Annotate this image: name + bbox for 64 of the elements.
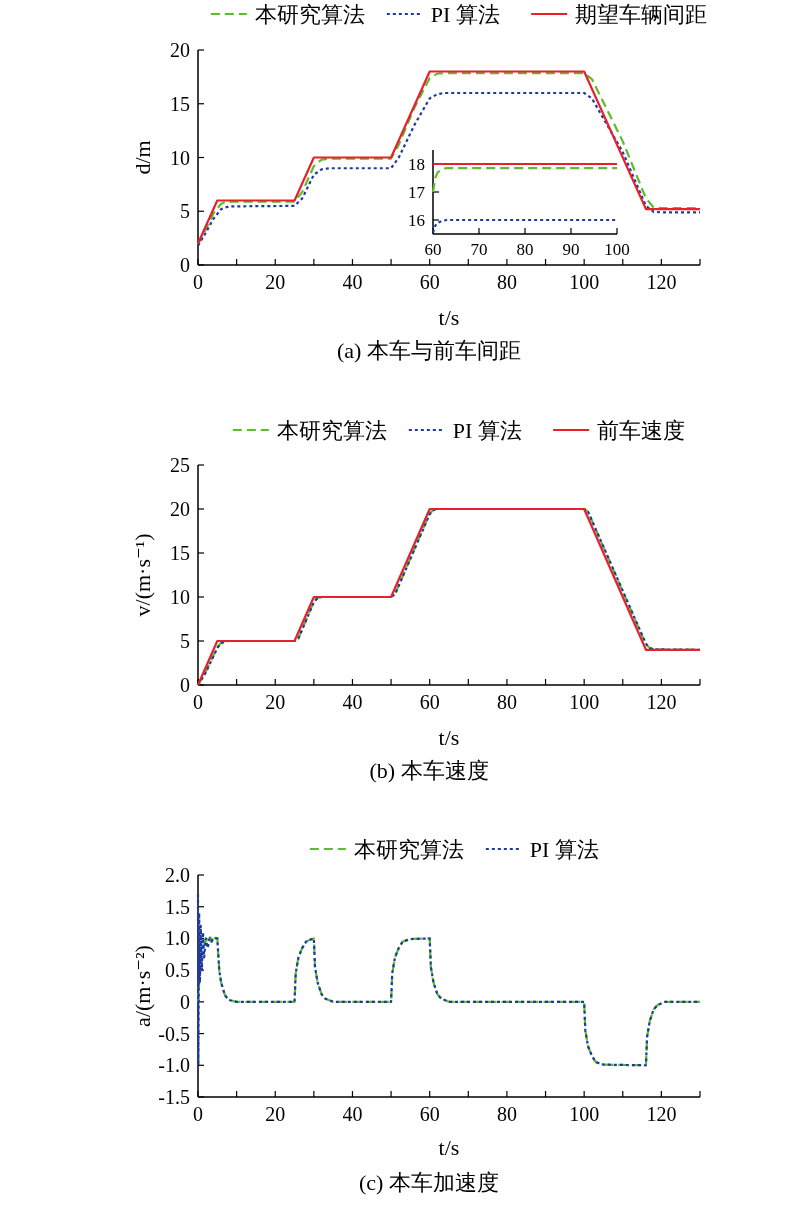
y-tick-label: -1.5: [158, 1086, 190, 1108]
legend-label: PI 算法: [529, 836, 599, 862]
x-tick-label: 120: [646, 1103, 677, 1125]
y-tick-label: 1.5: [165, 895, 190, 918]
legend-label: 本研究算法: [276, 417, 387, 443]
x-tick-label: 20: [265, 271, 286, 293]
x-axis-title: t/s: [438, 725, 460, 750]
y-tick-label: 20: [170, 498, 190, 520]
x-tick-label: 60: [419, 691, 440, 713]
legend-label: 期望车辆间距: [575, 1, 708, 27]
legend-label: PI 算法: [430, 1, 500, 27]
text: (a) 本车与前车间距: [337, 338, 521, 363]
y-tick-label: 18: [408, 154, 425, 174]
y-tick-label: 2.0: [165, 864, 190, 886]
x-tick-label: 60: [419, 1103, 440, 1125]
x-tick-label: 40: [342, 271, 363, 293]
legend-label: 本研究算法: [353, 836, 464, 862]
y-tick-label: 5: [180, 630, 190, 652]
text: (b) 本车速度: [369, 758, 489, 783]
y-axis-title: v/(m·s⁻¹): [130, 533, 155, 617]
y-tick-label: 15: [170, 92, 190, 115]
x-tick-label: 120: [646, 271, 677, 293]
legend-label: 前车速度: [597, 417, 686, 443]
x-tick-label: 70: [470, 240, 488, 259]
x-tick-label: 80: [516, 240, 534, 259]
text: (c) 本车加速度: [359, 1170, 499, 1195]
x-tick-label: 80: [496, 271, 517, 293]
x-tick-label: 80: [496, 1103, 517, 1125]
y-tick-label: 20: [170, 39, 190, 61]
line-series: [196, 934, 702, 1067]
x-axis-title: t/s: [438, 305, 460, 330]
y-tick-label: 5: [180, 200, 190, 223]
x-tick-label: 60: [424, 240, 442, 259]
y-tick-label: 15: [170, 542, 190, 564]
x-tick-label: 20: [265, 691, 286, 713]
y-tick-label: 16: [408, 210, 425, 230]
y-tick-label: 0: [180, 990, 190, 1013]
x-tick-label: 100: [569, 1103, 600, 1125]
y-tick-label: 10: [170, 146, 190, 169]
legend-label: 本研究算法: [254, 1, 365, 27]
x-tick-label: 100: [569, 691, 600, 713]
line-series: [431, 167, 619, 194]
x-axis-title: t/s: [438, 1135, 460, 1160]
y-axis-title: a/(m·s⁻²): [130, 945, 155, 1027]
y-tick-label: 25: [170, 454, 190, 476]
y-tick-label: 10: [170, 586, 190, 608]
y-tick-label: -1.0: [158, 1054, 190, 1077]
y-tick-label: -0.5: [158, 1022, 190, 1045]
x-tick-label: 40: [342, 691, 363, 713]
y-tick-label: 0: [180, 254, 190, 276]
y-axis-title: d/m: [130, 140, 155, 175]
x-tick-label: 120: [646, 691, 677, 713]
x-tick-label: 20: [265, 1103, 286, 1125]
legend-label: PI 算法: [452, 417, 522, 443]
x-tick-label: 80: [496, 691, 517, 713]
x-tick-label: 100: [604, 240, 630, 259]
x-tick-label: 40: [342, 1103, 363, 1125]
x-tick-label: 60: [419, 271, 440, 293]
y-tick-label: 0.5: [165, 959, 190, 982]
x-tick-label: 100: [569, 271, 600, 293]
x-tick-label: 90: [562, 240, 580, 259]
y-tick-label: 0: [180, 674, 190, 696]
y-tick-label: 17: [408, 182, 426, 202]
y-tick-label: 1.0: [165, 927, 190, 950]
